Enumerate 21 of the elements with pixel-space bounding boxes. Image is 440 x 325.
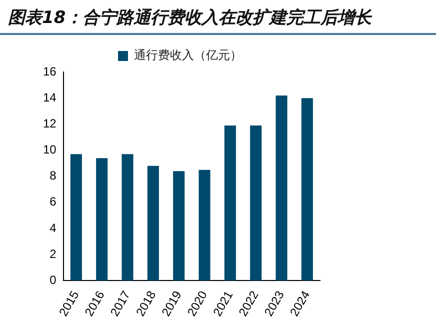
bar [122, 154, 134, 281]
y-tick-label: 2 [50, 246, 57, 261]
y-tick-label: 10 [42, 142, 57, 157]
bar [250, 125, 262, 281]
y-tick-label: 0 [50, 272, 57, 287]
y-tick-label: 14 [42, 90, 57, 104]
bar [301, 98, 313, 281]
bar [198, 170, 210, 281]
bar [276, 95, 288, 281]
chart-title: 图表18：合宁路通行费收入在改扩建完工后增长 [8, 7, 372, 29]
bar [96, 158, 108, 281]
bar [70, 154, 82, 281]
bar [147, 166, 159, 281]
y-tick-label: 8 [50, 168, 57, 183]
y-tick-label: 6 [50, 194, 57, 209]
y-tick-label: 16 [42, 64, 57, 78]
y-tick-label: 4 [50, 220, 57, 235]
y-tick-label: 12 [42, 116, 57, 130]
bar [173, 171, 185, 281]
bar [224, 125, 236, 281]
legend-label: 通行费收入（亿元） [134, 48, 242, 62]
